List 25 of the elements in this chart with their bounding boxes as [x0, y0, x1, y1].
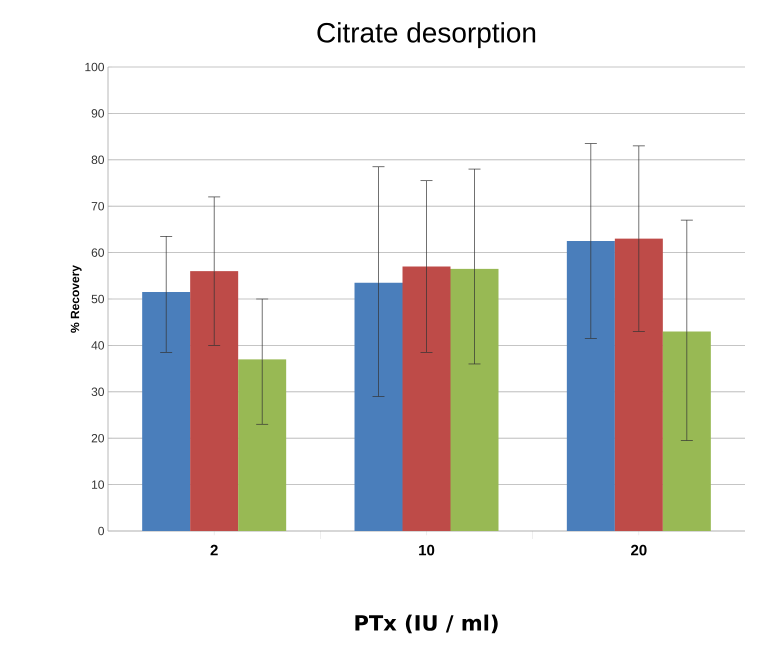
y-tick-label: 70: [92, 202, 104, 210]
y-tick-label: 20: [92, 434, 104, 442]
bar: [238, 359, 286, 531]
bar: [142, 292, 190, 531]
y-tick-label: 90: [92, 109, 104, 118]
y-tick-label: 0: [98, 526, 104, 536]
bar: [450, 268, 499, 531]
x-tick-label: 10: [419, 544, 434, 556]
chart-title: Citrate desorption: [317, 22, 536, 48]
x-tick-label: 2: [210, 544, 218, 556]
y-tick-label: 60: [92, 248, 104, 257]
bar: [354, 282, 403, 531]
y-tick-label: 40: [91, 341, 104, 350]
x-tick-label: 20: [631, 544, 647, 556]
y-tick-label: 30: [92, 388, 104, 396]
bar: [566, 240, 615, 531]
y-tick-label: 100: [85, 62, 104, 72]
bar: [190, 271, 238, 531]
bar: [614, 238, 663, 531]
x-axis-title: PTx (IU / ml): [355, 614, 498, 634]
y-tick-label: 50: [92, 294, 104, 304]
y-tick-label: 80: [92, 156, 104, 164]
y-axis-title: % Recovery: [70, 265, 82, 333]
bar: [402, 266, 451, 531]
y-tick-label: 10: [92, 480, 104, 489]
